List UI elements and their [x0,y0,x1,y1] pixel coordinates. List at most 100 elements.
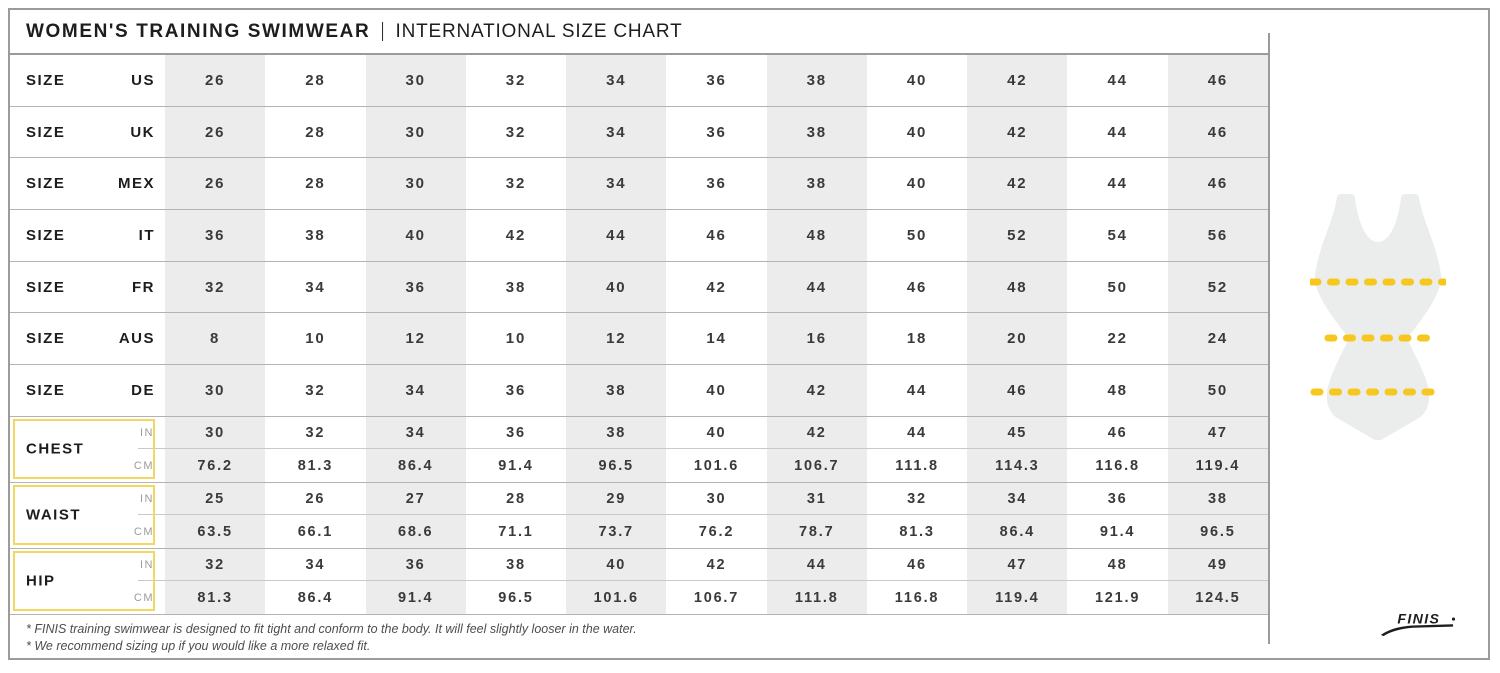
unit-divider-line [138,580,1268,582]
unit-divider-line [138,514,1268,516]
measurement-name-label: WAIST [26,506,81,524]
size-value-cell: 12 [566,313,667,365]
measurement-value-cell: 45 [967,416,1068,450]
size-value-cell: 26 [165,55,266,106]
size-row-label: SIZE US [10,55,165,106]
size-value-cell: 42 [967,158,1068,210]
size-value-cell: 36 [706,71,727,89]
measurement-value-cell: 30 [165,416,266,450]
size-row-mex: SIZE MEX 26 28 30 32 34 36 38 40 42 44 46 [10,158,1268,211]
measurement-value-cell: 96.5 [1167,515,1268,548]
size-value-cell: 36 [505,381,527,399]
measurement-value-cell: 36 [365,548,466,582]
unit-label: IN [140,559,154,572]
size-value-cell: 40 [906,123,928,141]
size-row-label: SIZE AUS [10,313,165,364]
measurement-value-cell: 106.7 [693,589,740,606]
size-row-it: SIZE IT 36 38 40 42 44 46 48 50 52 54 56 [10,210,1268,262]
size-value-cell: 52 [1167,261,1268,313]
title-separator: | [381,20,385,42]
measurement-value-cell: 26 [305,491,326,508]
measurement-subrow-cm: CM 76.2 81.3 86.4 91.4 96.5 101.6 106.7 111.8 114… [10,449,1268,482]
size-value-cell: 28 [305,123,326,141]
size-value-cell: 44 [566,210,667,261]
illustration-panel: FINIS [1268,10,1488,658]
size-value-cell: 46 [967,365,1068,416]
measurement-value-cell: 46 [1107,425,1128,442]
size-row-label: SIZE DE [10,365,165,416]
size-value-cell: 8 [165,313,266,365]
measurement-name-label: CHEST [26,440,85,458]
size-row-label: SIZE UK [10,107,165,158]
size-value-cell: 30 [365,55,466,106]
measurement-value-cell: 73.7 [566,515,667,548]
size-value-cell: 44 [1107,71,1128,89]
size-row-label: SIZE IT [10,210,165,261]
finis-logo: FINIS [1380,611,1464,644]
measurement-value-cell: 71.1 [498,523,534,540]
size-value-cell: 32 [505,175,527,193]
measurement-value-cell: 121.9 [1094,589,1141,606]
measurement-name-label: HIP [26,572,56,590]
size-value-cell: 30 [165,365,266,416]
measurement-value-cell: 119.4 [967,581,1068,614]
measurement-value-cell: 81.3 [165,581,266,614]
size-region-label: AUS [118,330,155,348]
size-value-cell: 32 [505,123,527,141]
swimsuit-illustration-icon [1308,190,1448,447]
measurement-value-cell: 63.5 [165,515,266,548]
size-value-cell: 38 [766,106,867,158]
measurement-value-cell: 96.5 [566,449,667,482]
size-value-cell: 40 [566,261,667,313]
measurement-value-cell: 36 [1107,491,1128,508]
measurement-value-cell: 76.2 [165,449,266,482]
unit-label: IN [140,493,154,506]
measurement-group-chest: IN 30 32 34 36 38 40 42 44 45 46 47 CM 76.2 81.3 86.4 91… [10,416,1268,483]
size-value-cell: 38 [305,226,326,244]
measurement-subrow-in: IN 25 26 27 28 29 30 31 32 34 36 38 [10,482,1268,516]
size-value-cell: 42 [505,226,527,244]
size-value-cell: 42 [706,278,727,296]
size-value-cell: 10 [505,330,527,348]
footnote-line: * FINIS training swimwear is designed to… [26,621,637,636]
size-region-label: DE [131,381,155,399]
size-value-cell: 44 [1107,123,1128,141]
size-value-cell: 32 [505,71,527,89]
size-value-cell: 46 [1167,55,1268,106]
measurement-value-cell: 47 [967,548,1068,582]
size-value-cell: 46 [1167,106,1268,158]
size-value-cell: 36 [706,123,727,141]
swimsuit-silhouette [1314,194,1442,440]
measurement-value-cell: 32 [165,548,266,582]
measurement-value-cell: 31 [766,482,867,516]
size-value-cell: 30 [365,106,466,158]
measurement-value-cell: 116.8 [1095,457,1140,474]
size-value-cell: 32 [165,261,266,313]
measurement-value-cell: 68.6 [365,515,466,548]
unit-label: CM [133,525,154,538]
measurement-subrow-cm: CM 63.5 66.1 68.6 71.1 73.7 76.2 78.7 81.3 86.4 91… [10,515,1268,548]
size-value-cell: 48 [967,261,1068,313]
size-chart-frame: WOMEN'S TRAINING SWIMWEAR | INTERNATIONA… [8,8,1490,660]
measurement-value-cell: 27 [365,482,466,516]
size-value-cell: 40 [906,71,928,89]
panel-divider [1268,33,1270,644]
size-value-cell: 44 [906,381,928,399]
size-region-label: FR [132,278,155,296]
measurement-value-cell: 38 [506,557,526,574]
size-row-label: SIZE MEX [10,158,165,209]
size-region-label: UK [130,123,155,141]
measurement-value-cell: 49 [1167,548,1268,582]
measurement-value-cell: 101.6 [566,581,667,614]
measurement-value-cell: 81.3 [297,457,334,474]
size-row-fr: SIZE FR 32 34 36 38 40 42 44 46 48 50 52 [10,261,1268,314]
size-table-panel: WOMEN'S TRAINING SWIMWEAR | INTERNATIONA… [10,10,1268,658]
size-region-label: MEX [117,175,155,193]
measurement-value-cell: 111.8 [895,457,939,474]
measurement-value-cell: 42 [766,416,867,450]
size-row-label: SIZE FR [10,262,165,313]
measurement-group-waist: IN 25 26 27 28 29 30 31 32 34 36 38 CM 63.5 66.1 68.6 71… [10,482,1268,549]
size-value-cell: 18 [906,330,928,348]
size-value-cell: 22 [1107,330,1128,348]
size-value-cell: 50 [1107,278,1128,296]
